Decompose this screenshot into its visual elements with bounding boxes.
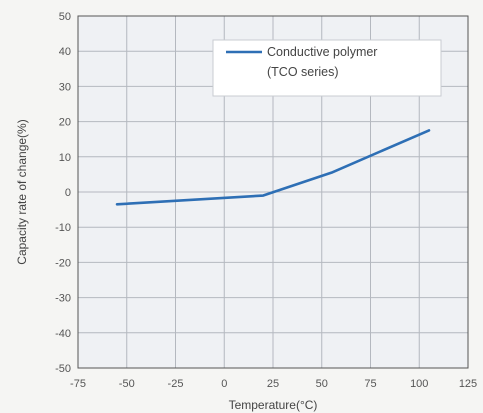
x-tick-label: -25 [168,378,184,390]
series-line [115,129,431,206]
y-tick-label: 50 [59,11,71,23]
y-tick-label: 0 [65,187,71,199]
y-axis-ticks: 50 40 30 20 10 0 -10 -20 -30 -40 -50 [55,11,71,375]
y-tick-label: -30 [55,293,71,305]
y-axis-title: Capacity rate of change(%) [15,119,29,264]
x-tick-label: 25 [267,378,279,390]
x-tick-label: 100 [410,378,428,390]
y-tick-label: 20 [59,117,71,129]
y-tick-label: -10 [55,222,71,234]
y-tick-label: 30 [59,81,71,93]
legend-label-line-1: Conductive polymer [267,45,377,59]
x-tick-label: 0 [221,378,227,390]
plot-frame [77,15,469,369]
y-tick-label: 10 [59,152,71,164]
legend-box [212,39,442,97]
y-tick-label: 40 [59,46,71,58]
x-tick-label: 50 [316,378,328,390]
x-tick-label: -50 [119,378,135,390]
legend-label-line-2: (TCO series) [267,65,339,79]
x-axis-ticks: -75 -50 -25 0 25 50 75 100 125 [70,378,477,390]
y-tick-label: -50 [55,363,71,375]
y-tick-label: -40 [55,328,71,340]
y-tick-label: -20 [55,257,71,269]
x-axis-title: Temperature(°C) [229,398,318,412]
x-tick-label: 125 [459,378,477,390]
legend: Conductive polymer (TCO series) [212,39,442,97]
x-tick-label: 75 [364,378,376,390]
series-group [115,129,431,206]
x-tick-label: -75 [70,378,86,390]
